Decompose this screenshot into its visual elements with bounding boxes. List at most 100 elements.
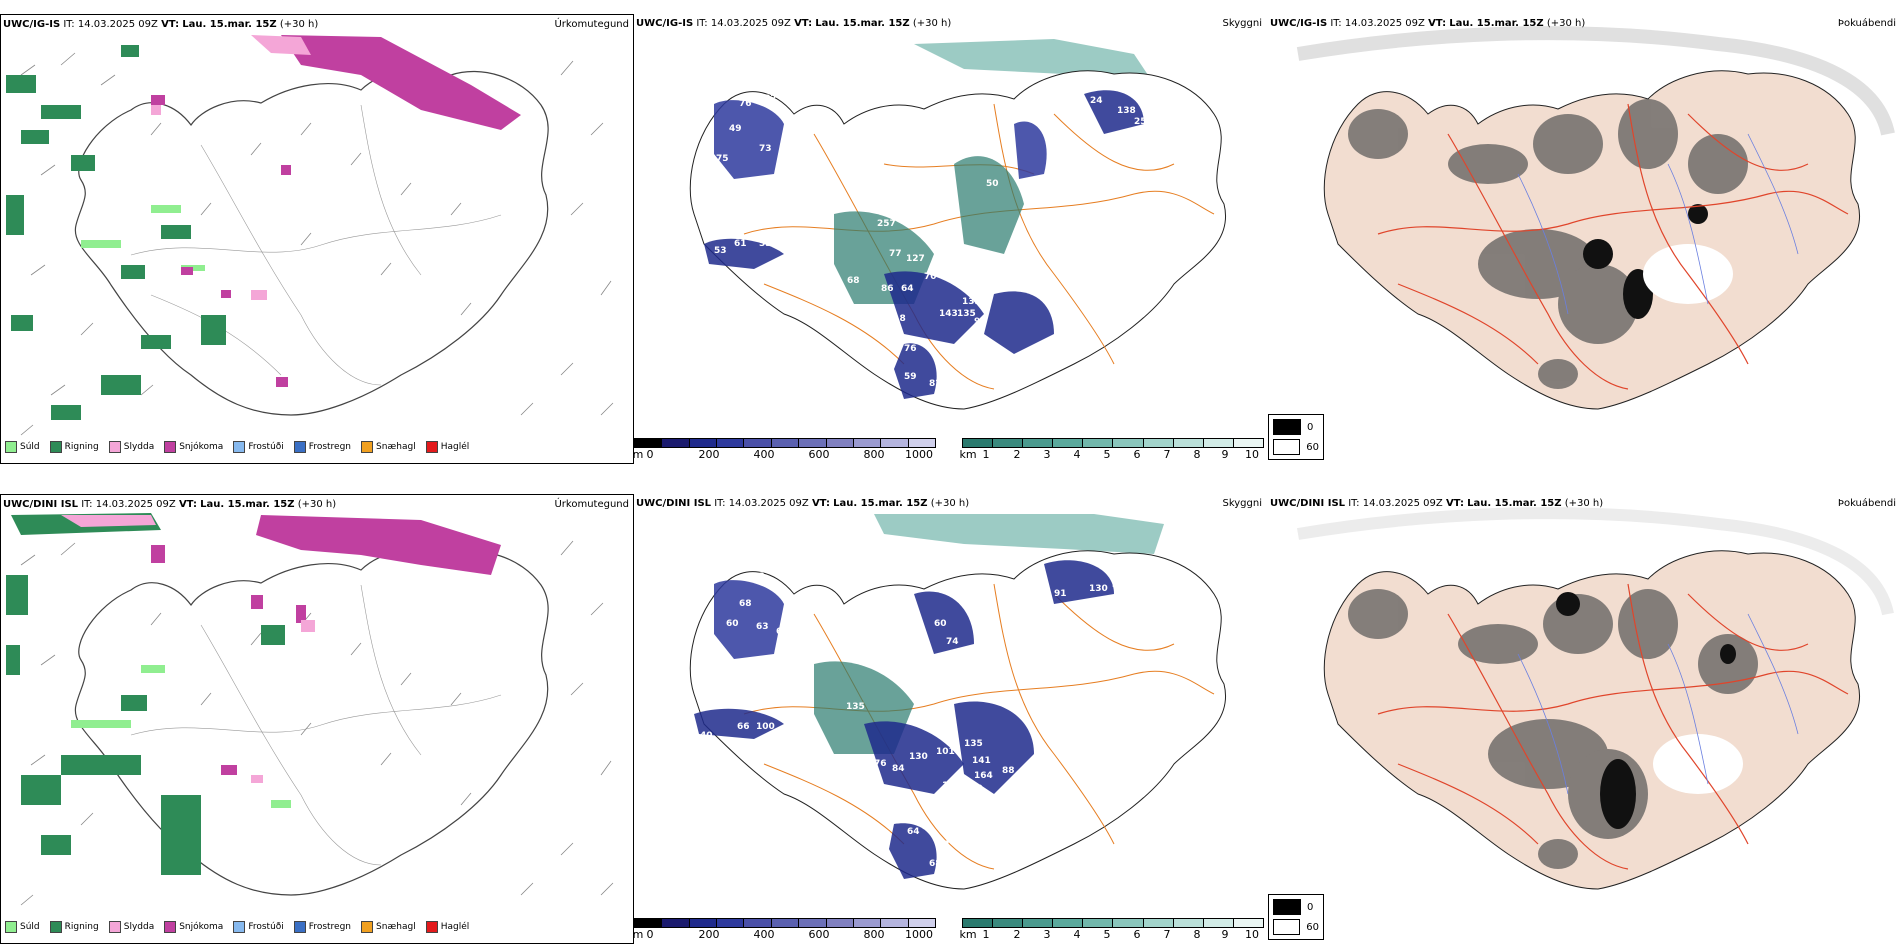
map-value: 117 — [969, 797, 988, 807]
legend-item: Haglél — [425, 921, 469, 933]
map-value: 63 — [756, 622, 769, 632]
fog-swatch — [1273, 919, 1301, 935]
map-value: 100 — [756, 722, 775, 732]
fog-map-1 — [1296, 26, 1895, 410]
fog-map-2 — [1297, 507, 1894, 890]
height-colorbar: m 0 200 400 600 800 1000 — [634, 918, 936, 942]
map-value: 74 — [946, 637, 959, 647]
precip-type-map-1 — [6, 35, 614, 436]
map-value: 91 — [1054, 589, 1067, 599]
legend-item: Snæhagl — [361, 921, 416, 933]
legend-item: Frostúði — [233, 921, 284, 933]
precip-legend: Súld Rigning Slydda Snjókoma Frostúði Fr… — [5, 921, 469, 933]
visibility-colorbar: km 1 2 3 4 5 6 7 8 9 10 — [959, 918, 1264, 942]
map-value: 83 — [774, 728, 787, 738]
fog-panel-2: UWC/DINI ISL IT: 14.03.2025 09Z VT: Lau.… — [1268, 494, 1900, 942]
legend-swatch — [5, 921, 17, 933]
map-value: 76 — [902, 797, 915, 807]
map-value: 69 — [896, 154, 909, 164]
fog-swatch — [1273, 439, 1301, 455]
fog-shading — [1348, 99, 1748, 389]
map-value: 66 — [737, 722, 750, 732]
map-value: 42 — [937, 840, 950, 850]
map-value: 68 — [929, 859, 942, 869]
legend-swatch — [425, 921, 438, 933]
map-value: 127 — [906, 254, 925, 264]
map-value: 141 — [972, 756, 991, 766]
map-value: 135 — [957, 309, 976, 319]
map-value: 60 — [726, 619, 739, 629]
map-value: 76 — [739, 99, 752, 109]
legend-item: Rigning — [49, 441, 99, 453]
map-value: 130 — [909, 752, 928, 762]
iceland-outline — [74, 548, 549, 896]
precip-type-map-2 — [6, 513, 614, 906]
fog-legend-row: 60 — [1273, 439, 1319, 455]
map-value: 117 — [784, 659, 803, 669]
map-value: 77 — [889, 249, 902, 259]
map-value: 90 — [974, 317, 987, 327]
map-value: 73 — [759, 144, 772, 154]
fog-legend-row: 60 — [1273, 919, 1319, 935]
colorbar-ticks: km 1 2 3 4 5 6 7 8 9 10 — [959, 448, 1259, 461]
map-value: 24 — [1090, 96, 1103, 106]
fog-swatch — [1273, 899, 1301, 915]
map-value: 68 — [847, 276, 860, 286]
legend-swatch — [293, 921, 306, 933]
legend-swatch — [233, 921, 246, 933]
colorbar-ticks: m 0 200 400 600 800 1000 — [634, 928, 933, 941]
legend-item: Súld — [5, 921, 40, 933]
colorbar-cells — [634, 438, 936, 448]
map-value: 257 — [1134, 117, 1153, 127]
colorbar-ticks: km 1 2 3 4 5 6 7 8 9 10 — [959, 928, 1259, 941]
map-value: 114 — [942, 781, 961, 791]
precip-type-panel-2: UWC/DINI ISL IT: 14.03.2025 09Z VT: Lau.… — [0, 494, 634, 944]
map-value: 78 — [752, 572, 765, 582]
rivers — [1517, 133, 1799, 315]
map-value: 69 — [752, 199, 765, 209]
panel-title: Úrkomutegund — [554, 499, 629, 510]
panel-title: Þokuábendi — [1837, 498, 1896, 509]
visibility-panel-1: 76 82 49 73 96 75 69 61 55 69 53 55 257 … — [634, 14, 1266, 462]
map-value: 64 — [907, 827, 920, 837]
map-value: 86 — [881, 284, 894, 294]
map-value: 50 — [986, 179, 999, 189]
panel-title: Þokuábendi — [1837, 18, 1896, 29]
map-value: 96 — [779, 149, 792, 159]
legend-item: Snæhagl — [361, 441, 416, 453]
map-value: 40 — [700, 731, 713, 741]
map-value: 82 — [929, 379, 942, 389]
map-value: 39 — [1112, 580, 1125, 590]
legend-swatch — [361, 441, 374, 453]
legend-swatch — [5, 441, 17, 453]
legend-swatch — [49, 441, 62, 453]
map-value: 135 — [962, 297, 981, 307]
fog-panel-1: UWC/IG-IS IT: 14.03.2025 09Z VT: Lau. 15… — [1268, 14, 1900, 462]
legend-item: Rigning — [49, 921, 99, 933]
map-value: 76 — [874, 759, 887, 769]
map-value: 55 — [809, 249, 822, 259]
map-value: 84 — [856, 764, 869, 774]
map-value: 76 — [904, 344, 917, 354]
colorbar-cells — [962, 438, 1264, 448]
map-value: 66 — [776, 627, 789, 637]
panel-title: Skyggni — [1222, 18, 1262, 29]
legend-swatch — [49, 921, 62, 933]
map-value: 82 — [764, 94, 777, 104]
map-value: 59 — [904, 372, 917, 382]
fog-swatch — [1273, 419, 1301, 435]
fog-legend-1: 0 60 — [1268, 414, 1324, 460]
panel-header: UWC/IG-IS IT: 14.03.2025 09Z VT: Lau. 15… — [1270, 18, 1586, 29]
legend-swatch — [425, 441, 438, 453]
map-value: 60 — [934, 619, 947, 629]
map-value: 49 — [729, 124, 742, 134]
roads — [1377, 583, 1849, 870]
roads — [743, 103, 1215, 390]
map-value: 84 — [892, 764, 905, 774]
legend-item: Haglél — [425, 441, 469, 453]
roads — [1377, 103, 1849, 390]
map-value: 118 — [1044, 694, 1063, 704]
fog-legend-row: 0 — [1273, 899, 1319, 915]
map-value: 257 — [877, 219, 896, 229]
visibility-panel-2: 78 68 60 63 66 117 40 66 100 83 135 76 8… — [634, 494, 1266, 942]
